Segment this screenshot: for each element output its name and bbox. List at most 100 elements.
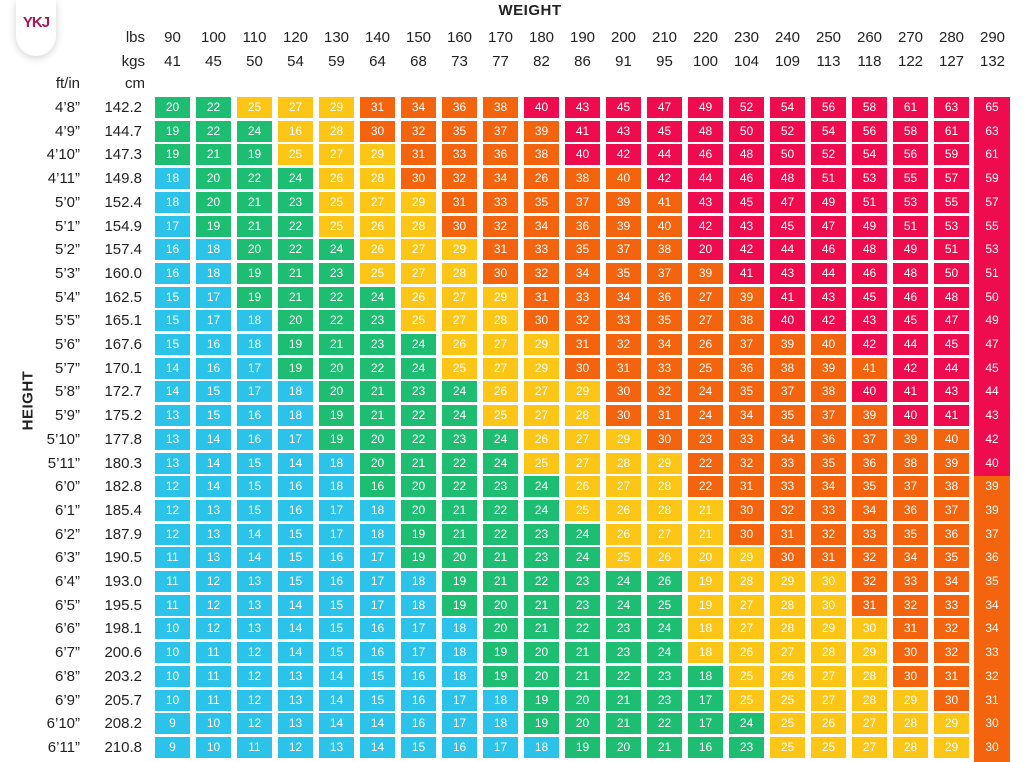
bmi-cell: 19: [278, 334, 313, 355]
bmi-cell: 43: [606, 120, 641, 142]
bmi-cell: 14: [360, 713, 395, 735]
bmi-cell: 35: [974, 571, 1010, 596]
kgs-tick: 68: [410, 53, 427, 70]
bmi-cell: 16: [401, 665, 436, 687]
bmi-cell: 14: [278, 642, 313, 664]
height-ftin: 6’1”: [54, 501, 80, 519]
lbs-tick: 240: [774, 29, 801, 46]
lbs-tick: 270: [897, 29, 924, 46]
bmi-cell: 17: [196, 286, 231, 308]
height-cm: 187.9: [104, 525, 142, 543]
bmi-cell: 17: [483, 736, 518, 758]
bmi-cell: 49: [811, 191, 846, 213]
bmi-cell: 24: [278, 168, 313, 190]
bmi-cell: 22: [237, 168, 272, 190]
kgs-tick: 104: [733, 53, 760, 70]
bmi-cell: 22: [360, 357, 395, 379]
bmi-cell: 10: [196, 736, 231, 758]
bmi-cell: 18: [688, 665, 723, 687]
bmi-cell: 47: [934, 310, 969, 332]
bmi-cell: 44: [647, 144, 682, 166]
bmi-cell: 21: [688, 499, 723, 521]
bmi-cell: 26: [770, 665, 805, 687]
bmi-cell: 26: [401, 286, 436, 308]
bmi-cell: 58: [852, 97, 887, 118]
bmi-cell: 13: [319, 736, 354, 758]
bmi-cell: 41: [893, 381, 928, 403]
bmi-cell: 19: [688, 571, 723, 592]
bmi-cell: 14: [237, 523, 272, 545]
bmi-cell: 13: [278, 665, 313, 687]
kgs-tick: 113: [816, 53, 841, 70]
bmi-cell: 28: [770, 594, 805, 616]
height-cm: 203.2: [104, 667, 142, 685]
bmi-cell: 57: [934, 168, 969, 190]
bmi-cell: 33: [606, 310, 641, 332]
bmi-cell: 41: [729, 262, 764, 284]
bmi-cell: 28: [729, 571, 764, 592]
bmi-cell: 40: [524, 97, 559, 118]
bmi-cell: 22: [688, 452, 723, 474]
bmi-cell: 25: [524, 452, 559, 474]
bmi-cell: 38: [647, 239, 682, 261]
bmi-cell: 34: [770, 428, 805, 450]
bmi-cell: 42: [647, 168, 682, 190]
bmi-cell: 44: [688, 168, 723, 190]
bmi-cell: 29: [934, 713, 969, 735]
bmi-cell: 14: [278, 594, 313, 616]
bmi-cell: 47: [770, 191, 805, 213]
bmi-cell: 42: [974, 428, 1010, 454]
lbs-tick: 290: [979, 29, 1006, 46]
bmi-cell: 25: [360, 262, 395, 284]
bmi-cell: 20: [565, 713, 600, 735]
bmi-cell: 14: [360, 736, 395, 758]
bmi-cell: 19: [401, 523, 436, 545]
lbs-tick: 160: [446, 29, 473, 46]
bmi-cell: 28: [401, 215, 436, 237]
lbs-tick: 230: [733, 29, 760, 46]
bmi-cell: 27: [811, 665, 846, 687]
bmi-cell: 32: [934, 642, 969, 664]
bmi-cell: 17: [278, 428, 313, 450]
bmi-cell: 13: [278, 689, 313, 711]
bmi-cell: 15: [196, 381, 231, 403]
bmi-cell: 24: [483, 452, 518, 474]
bmi-cell: 18: [278, 405, 313, 427]
lbs-tick: 280: [938, 29, 965, 46]
bmi-cell: 31: [483, 239, 518, 261]
bmi-cell: 25: [278, 144, 313, 166]
bmi-cell: 30: [974, 736, 1010, 762]
bmi-cell: 10: [155, 642, 190, 664]
bmi-cell: 29: [401, 191, 436, 213]
bmi-cell: 40: [852, 381, 887, 403]
bmi-cell: 14: [278, 452, 313, 474]
cm-label: cm: [125, 75, 145, 92]
bmi-cell: 18: [442, 665, 477, 687]
bmi-cell: 18: [360, 499, 395, 521]
bmi-cell: 22: [319, 286, 354, 308]
bmi-cell: 10: [155, 618, 190, 640]
bmi-cell: 43: [688, 191, 723, 213]
bmi-cell: 15: [155, 310, 190, 332]
bmi-cell: 32: [852, 547, 887, 569]
bmi-cell: 16: [401, 689, 436, 711]
bmi-cell: 11: [155, 571, 190, 592]
bmi-cell: 33: [442, 144, 477, 166]
bmi-cell: 28: [360, 168, 395, 190]
bmi-cell: 18: [319, 452, 354, 474]
bmi-cell: 27: [852, 736, 887, 758]
bmi-cell: 27: [852, 713, 887, 735]
bmi-cell: 43: [770, 262, 805, 284]
lbs-tick: 200: [610, 29, 637, 46]
bmi-cell: 49: [893, 239, 928, 261]
height-ftin: 6’9”: [54, 691, 80, 709]
bmi-cell: 31: [401, 144, 436, 166]
height-ftin: 5’10”: [46, 430, 80, 448]
bmi-cell: 26: [360, 239, 395, 261]
bmi-cell: 48: [893, 262, 928, 284]
bmi-cell: 19: [278, 357, 313, 379]
bmi-cell: 15: [401, 736, 436, 758]
bmi-cell: 36: [893, 499, 928, 521]
bmi-cell: 18: [401, 594, 436, 616]
bmi-cell: 27: [565, 452, 600, 474]
